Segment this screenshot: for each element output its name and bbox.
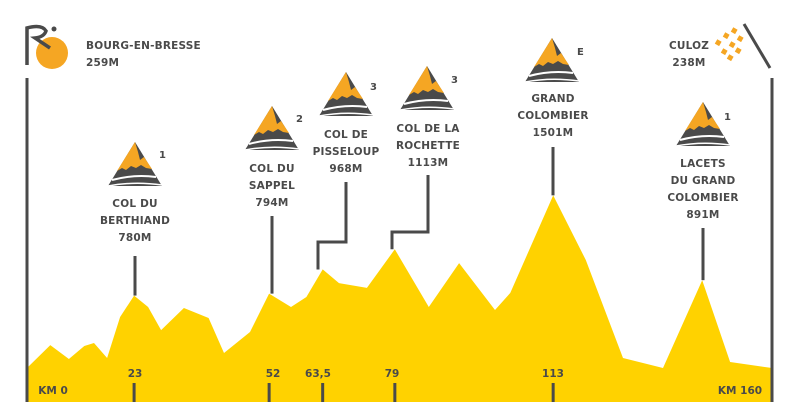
climb-category: 3 bbox=[451, 75, 458, 86]
km-mark-label: 113 bbox=[542, 368, 564, 380]
start-name: BOURG-EN-BRESSE bbox=[86, 40, 201, 52]
start-altitude: 259M bbox=[86, 57, 120, 69]
climb-label-lacets: LACETS DU GRAND COLOMBIER 891M bbox=[667, 156, 738, 224]
climb-label-rochette: COL DE LA ROCHETTE 1113M bbox=[396, 121, 460, 172]
climb-category: E bbox=[577, 47, 584, 58]
elevation-area bbox=[27, 195, 772, 402]
climb-stem bbox=[316, 182, 348, 270]
mountain-icon bbox=[104, 140, 166, 192]
climb-name: ROCHETTE bbox=[395, 140, 461, 152]
climb-category: 1 bbox=[724, 112, 731, 123]
climb-name: SAPPEL bbox=[248, 180, 296, 192]
km-mark-label: 52 bbox=[265, 368, 281, 380]
climb-name: COL DE LA bbox=[396, 123, 460, 135]
climb-name: LACETS bbox=[680, 158, 726, 170]
climb-name: COL DE bbox=[323, 129, 369, 141]
climb-label-pisseloup: COL DE PISSELOUP 968M bbox=[313, 127, 380, 178]
km-mark-label: 23 bbox=[127, 368, 143, 380]
climb-name: COLOMBIER bbox=[667, 192, 739, 204]
km-start-label: KM 0 bbox=[38, 385, 68, 397]
mountain-icon bbox=[672, 100, 734, 152]
climb-name: GRAND bbox=[531, 93, 575, 105]
climb-name: DU GRAND bbox=[670, 175, 736, 187]
climb-altitude: 780M bbox=[118, 232, 152, 244]
climb-category: 2 bbox=[296, 114, 303, 125]
finish-flag-icon bbox=[714, 23, 772, 69]
finish-name: CULOZ bbox=[668, 40, 710, 52]
climb-label-sappel: COL DU SAPPEL 794M bbox=[249, 161, 295, 212]
finish-altitude: 238M bbox=[672, 57, 706, 69]
climb-name: COLOMBIER bbox=[517, 110, 589, 122]
climb-altitude: 794M bbox=[255, 197, 289, 209]
climb-stem bbox=[390, 175, 430, 250]
climb-name: COL DU bbox=[249, 163, 295, 175]
finish-label: CULOZ 238M bbox=[669, 38, 709, 72]
mountain-icon bbox=[241, 104, 303, 156]
climb-name: BERTHIAND bbox=[99, 215, 171, 227]
climb-altitude: 1501M bbox=[532, 127, 574, 139]
km-mark-label: 79 bbox=[384, 368, 400, 380]
mountain-icon bbox=[396, 64, 458, 116]
km-end-label: KM 160 bbox=[717, 385, 763, 397]
climb-label-berthiand: COL DU BERTHIAND 780M bbox=[100, 196, 170, 247]
km-mark-label: 63,5 bbox=[305, 368, 331, 380]
climb-category: 3 bbox=[370, 82, 377, 93]
climb-name: PISSELOUP bbox=[312, 146, 380, 158]
climb-category: 1 bbox=[159, 150, 166, 161]
start-label: BOURG-EN-BRESSE 259M bbox=[86, 38, 201, 72]
race-logo-icon bbox=[25, 24, 68, 69]
mountain-icon bbox=[521, 36, 583, 88]
mountain-icon bbox=[315, 70, 377, 122]
climb-name: COL DU bbox=[112, 198, 158, 210]
climb-altitude: 968M bbox=[329, 163, 363, 175]
climb-altitude: 891M bbox=[686, 209, 720, 221]
climb-altitude: 1113M bbox=[407, 157, 449, 169]
climb-label-grand-colombier: GRAND COLOMBIER 1501M bbox=[517, 91, 588, 142]
